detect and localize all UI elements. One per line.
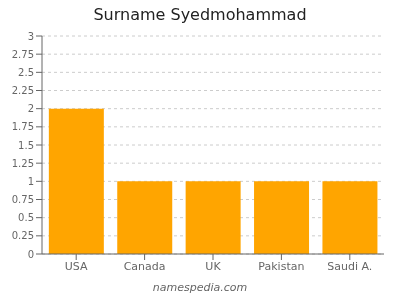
svg-text:UK: UK xyxy=(205,260,221,273)
svg-text:2.75: 2.75 xyxy=(12,49,34,60)
svg-text:Canada: Canada xyxy=(124,260,166,273)
svg-text:2: 2 xyxy=(28,103,34,114)
svg-text:Pakistan: Pakistan xyxy=(258,260,304,273)
svg-text:Saudi A.: Saudi A. xyxy=(327,260,372,273)
svg-text:1.75: 1.75 xyxy=(12,121,34,132)
svg-text:1.5: 1.5 xyxy=(18,140,34,151)
html-text:Surname Syedmohammad: Surname Syedmohammad xyxy=(93,5,307,24)
html-text:namespedia.com: namespedia.com xyxy=(152,281,248,294)
svg-text:2.25: 2.25 xyxy=(12,85,34,96)
svg-text:1.25: 1.25 xyxy=(12,158,34,169)
svg-text:0.5: 0.5 xyxy=(18,212,34,223)
svg-text:0.25: 0.25 xyxy=(12,230,34,241)
svg-text:2.5: 2.5 xyxy=(18,67,34,78)
svg-text:1: 1 xyxy=(28,176,34,187)
svg-text:0: 0 xyxy=(28,249,34,260)
svg-text:3: 3 xyxy=(28,31,34,42)
svg-text:USA: USA xyxy=(65,260,88,273)
svg-text:0.75: 0.75 xyxy=(12,194,34,205)
